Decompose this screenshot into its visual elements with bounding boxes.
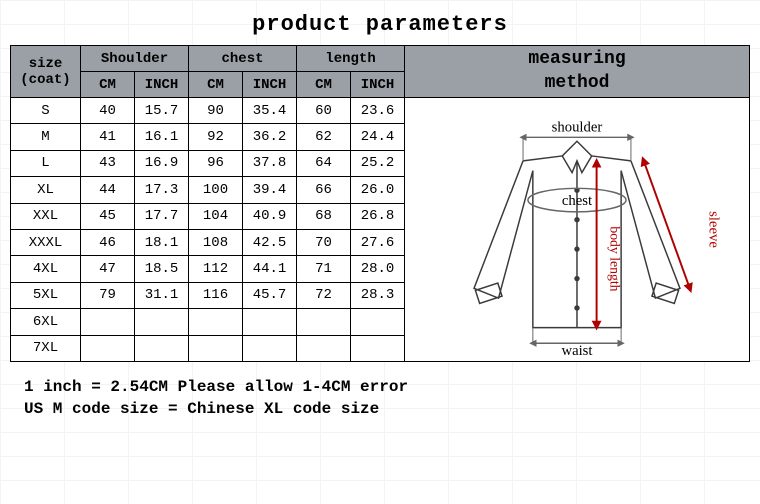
value-cell: 36.2 <box>243 124 297 150</box>
value-cell: 100 <box>189 177 243 203</box>
value-cell <box>135 309 189 335</box>
size-cell: S <box>11 98 81 124</box>
value-cell: 26.0 <box>351 177 405 203</box>
value-cell: 44 <box>81 177 135 203</box>
value-cell: 28.0 <box>351 256 405 282</box>
value-cell: 43 <box>81 150 135 176</box>
th-unit-cm: CM <box>189 72 243 98</box>
value-cell: 45 <box>81 203 135 229</box>
value-cell <box>243 335 297 361</box>
size-cell: 6XL <box>11 309 81 335</box>
value-cell <box>351 309 405 335</box>
label-sleeve: sleeve <box>705 211 721 248</box>
value-cell: 42.5 <box>243 229 297 255</box>
value-cell: 35.4 <box>243 98 297 124</box>
value-cell: 60 <box>297 98 351 124</box>
value-cell: 39.4 <box>243 177 297 203</box>
value-cell: 108 <box>189 229 243 255</box>
th-unit-cm: CM <box>81 72 135 98</box>
value-cell: 71 <box>297 256 351 282</box>
th-chest: chest <box>189 46 297 72</box>
value-cell: 47 <box>81 256 135 282</box>
value-cell: 17.7 <box>135 203 189 229</box>
size-cell: M <box>11 124 81 150</box>
value-cell: 40 <box>81 98 135 124</box>
th-unit-inch: INCH <box>351 72 405 98</box>
value-cell: 16.9 <box>135 150 189 176</box>
value-cell: 25.2 <box>351 150 405 176</box>
value-cell: 46 <box>81 229 135 255</box>
value-cell: 72 <box>297 282 351 308</box>
size-cell: XXL <box>11 203 81 229</box>
page-title: product parameters <box>10 12 750 37</box>
th-unit-cm: CM <box>297 72 351 98</box>
footer-note: 1 inch = 2.54CM Please allow 1-4CM error… <box>24 376 750 421</box>
size-table: size (coat) Shoulder chest length measur… <box>10 45 750 362</box>
size-cell: 4XL <box>11 256 81 282</box>
value-cell: 28.3 <box>351 282 405 308</box>
value-cell: 18.1 <box>135 229 189 255</box>
th-size: size (coat) <box>11 46 81 98</box>
measuring-diagram-cell: shoulder chest sleeve body length waist <box>405 98 750 362</box>
value-cell: 70 <box>297 229 351 255</box>
value-cell <box>81 309 135 335</box>
table-row: S4015.79035.46023.6 <box>11 98 750 124</box>
value-cell: 16.1 <box>135 124 189 150</box>
size-cell: 5XL <box>11 282 81 308</box>
size-cell: L <box>11 150 81 176</box>
value-cell: 27.6 <box>351 229 405 255</box>
value-cell: 17.3 <box>135 177 189 203</box>
value-cell: 31.1 <box>135 282 189 308</box>
footer-line1: 1 inch = 2.54CM Please allow 1-4CM error <box>24 376 750 398</box>
th-unit-inch: INCH <box>135 72 189 98</box>
label-shoulder: shoulder <box>552 119 603 135</box>
value-cell <box>351 335 405 361</box>
label-body-length: body length <box>607 226 622 291</box>
shirt-diagram: shoulder chest sleeve body length waist <box>409 102 745 357</box>
value-cell <box>189 335 243 361</box>
value-cell: 112 <box>189 256 243 282</box>
size-cell: XL <box>11 177 81 203</box>
value-cell: 62 <box>297 124 351 150</box>
value-cell <box>297 335 351 361</box>
value-cell: 23.6 <box>351 98 405 124</box>
value-cell: 79 <box>81 282 135 308</box>
size-cell: 7XL <box>11 335 81 361</box>
value-cell: 18.5 <box>135 256 189 282</box>
value-cell <box>81 335 135 361</box>
value-cell <box>189 309 243 335</box>
value-cell: 92 <box>189 124 243 150</box>
measuring-label2: method <box>405 72 749 95</box>
footer-line2: US M code size = Chinese XL code size <box>24 398 750 420</box>
th-measuring: measuring method <box>405 46 750 98</box>
value-cell <box>243 309 297 335</box>
value-cell: 68 <box>297 203 351 229</box>
th-shoulder: Shoulder <box>81 46 189 72</box>
value-cell: 96 <box>189 150 243 176</box>
value-cell: 45.7 <box>243 282 297 308</box>
value-cell: 41 <box>81 124 135 150</box>
value-cell: 116 <box>189 282 243 308</box>
label-chest: chest <box>562 193 592 209</box>
value-cell: 24.4 <box>351 124 405 150</box>
value-cell: 44.1 <box>243 256 297 282</box>
value-cell: 64 <box>297 150 351 176</box>
value-cell: 37.8 <box>243 150 297 176</box>
value-cell: 90 <box>189 98 243 124</box>
value-cell <box>297 309 351 335</box>
value-cell <box>135 335 189 361</box>
value-cell: 66 <box>297 177 351 203</box>
th-length: length <box>297 46 405 72</box>
value-cell: 40.9 <box>243 203 297 229</box>
size-cell: XXXL <box>11 229 81 255</box>
label-waist: waist <box>561 343 592 357</box>
value-cell: 26.8 <box>351 203 405 229</box>
th-unit-inch: INCH <box>243 72 297 98</box>
value-cell: 15.7 <box>135 98 189 124</box>
measuring-label1: measuring <box>405 48 749 71</box>
value-cell: 104 <box>189 203 243 229</box>
